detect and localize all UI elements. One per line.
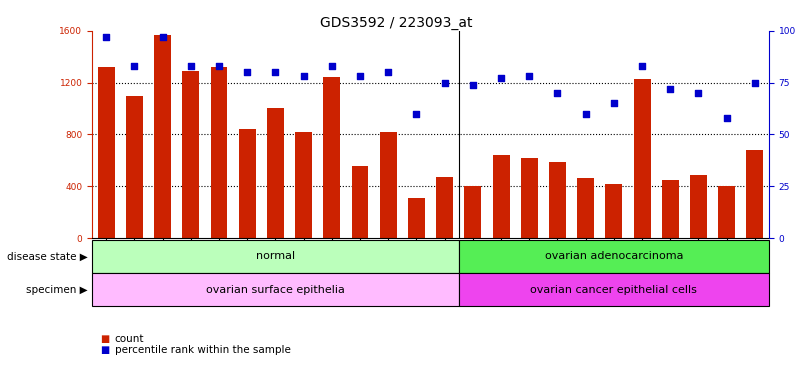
Bar bbox=[324, 78, 340, 238]
Bar bbox=[295, 132, 312, 238]
Text: ovarian cancer epithelial cells: ovarian cancer epithelial cells bbox=[530, 285, 698, 295]
Bar bbox=[747, 150, 763, 238]
Point bbox=[128, 63, 141, 69]
Text: disease state ▶: disease state ▶ bbox=[7, 251, 88, 262]
Point bbox=[466, 81, 479, 88]
Point bbox=[297, 73, 310, 79]
Text: ■: ■ bbox=[100, 345, 110, 355]
Point bbox=[495, 75, 508, 81]
Point bbox=[269, 69, 282, 75]
Bar bbox=[408, 198, 425, 238]
Point bbox=[523, 73, 536, 79]
Point bbox=[636, 63, 649, 69]
Bar bbox=[154, 35, 171, 238]
Point bbox=[156, 34, 169, 40]
Point bbox=[748, 79, 761, 86]
Text: percentile rank within the sample: percentile rank within the sample bbox=[115, 345, 291, 355]
Point bbox=[212, 63, 225, 69]
Point bbox=[241, 69, 254, 75]
Bar bbox=[98, 67, 115, 238]
Text: specimen ▶: specimen ▶ bbox=[26, 285, 88, 295]
Bar bbox=[718, 186, 735, 238]
Title: GDS3592 / 223093_at: GDS3592 / 223093_at bbox=[320, 16, 473, 30]
Bar bbox=[437, 177, 453, 238]
Point bbox=[720, 115, 733, 121]
Bar bbox=[465, 186, 481, 238]
Bar bbox=[211, 67, 227, 238]
Text: ovarian adenocarcinoma: ovarian adenocarcinoma bbox=[545, 251, 683, 262]
Bar bbox=[126, 96, 143, 238]
Bar bbox=[380, 132, 396, 238]
Bar bbox=[634, 79, 650, 238]
Point bbox=[664, 86, 677, 92]
Bar bbox=[549, 162, 566, 238]
Bar bbox=[578, 179, 594, 238]
Bar bbox=[493, 155, 509, 238]
Point bbox=[353, 73, 366, 79]
Point bbox=[579, 111, 592, 117]
Point bbox=[410, 111, 423, 117]
Bar bbox=[662, 180, 678, 238]
Text: ■: ■ bbox=[100, 334, 110, 344]
Bar bbox=[521, 158, 537, 238]
Point bbox=[692, 90, 705, 96]
Bar bbox=[183, 71, 199, 238]
Bar bbox=[267, 108, 284, 238]
Point bbox=[607, 100, 620, 106]
Point bbox=[325, 63, 338, 69]
Bar bbox=[690, 175, 707, 238]
Point bbox=[100, 34, 113, 40]
Bar bbox=[352, 166, 368, 238]
Point bbox=[184, 63, 197, 69]
Point bbox=[438, 79, 451, 86]
Bar bbox=[606, 184, 622, 238]
Point bbox=[551, 90, 564, 96]
Text: normal: normal bbox=[256, 251, 295, 262]
Text: ovarian surface epithelia: ovarian surface epithelia bbox=[206, 285, 345, 295]
Point bbox=[382, 69, 395, 75]
Text: count: count bbox=[115, 334, 144, 344]
Bar bbox=[239, 129, 256, 238]
